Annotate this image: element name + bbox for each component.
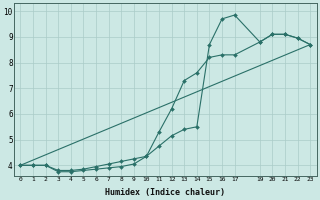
X-axis label: Humidex (Indice chaleur): Humidex (Indice chaleur) [105,188,225,197]
